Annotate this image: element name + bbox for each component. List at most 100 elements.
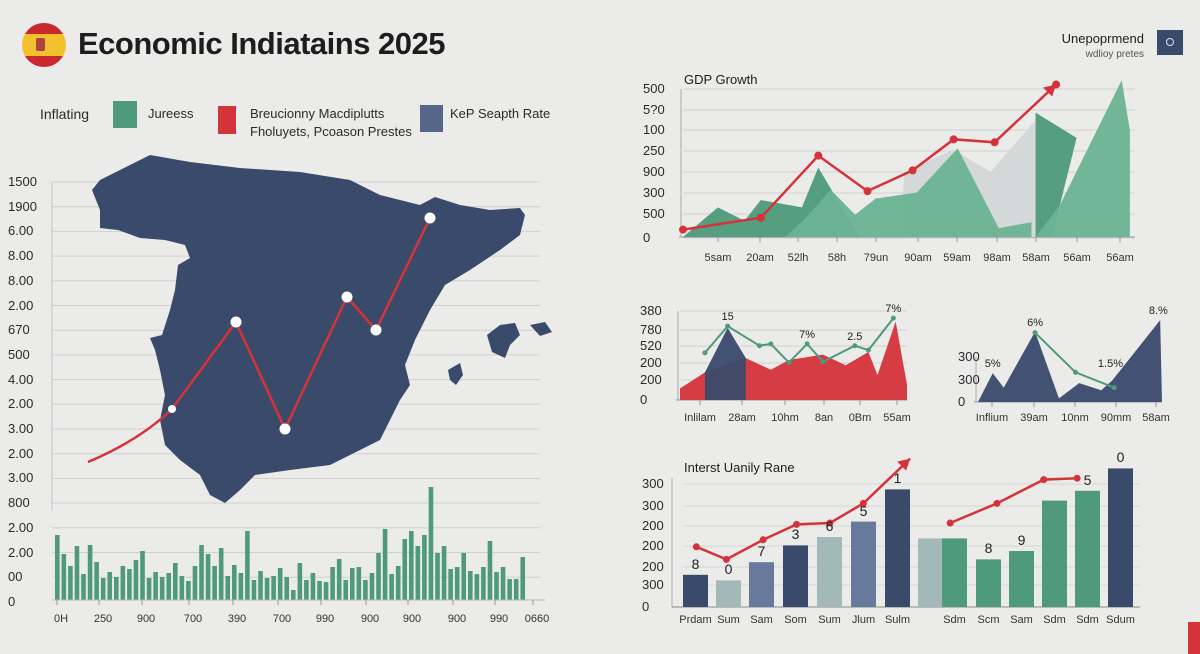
bar xyxy=(127,569,132,600)
bar xyxy=(179,576,185,600)
y-tick-label: 2.00 xyxy=(8,544,34,560)
x-tick-label: Sam xyxy=(1010,614,1033,626)
bar xyxy=(304,580,309,600)
bar xyxy=(232,565,237,600)
area-green xyxy=(1035,112,1077,237)
x-tick-label: 20am xyxy=(746,252,774,264)
bar xyxy=(1108,468,1133,607)
legend-item-kep-rate: KeP Seapth Rate xyxy=(450,106,551,121)
bar xyxy=(468,571,473,600)
y-tick-label: 2.00 xyxy=(8,297,34,313)
bar xyxy=(310,573,316,600)
x-tick-label: 58am xyxy=(1142,412,1170,424)
x-tick-label: Inflium xyxy=(975,412,1009,424)
line-point xyxy=(1032,330,1038,336)
bar xyxy=(441,546,447,600)
bar xyxy=(81,574,86,600)
bar xyxy=(146,578,152,600)
legend-item-red-line1: Breucionny Macdiplutts xyxy=(250,106,385,121)
y-tick-label: 800 xyxy=(8,495,30,511)
y-tick-label: 8.00 xyxy=(8,248,34,264)
line-point xyxy=(949,135,958,144)
line-point xyxy=(759,536,767,544)
y-tick-label: 6.00 xyxy=(8,223,34,239)
x-tick-label: 700 xyxy=(272,613,292,625)
x-tick-label: 10nm xyxy=(1061,412,1089,424)
x-tick-label: 59am xyxy=(943,252,971,264)
y-tick-label: 0 xyxy=(8,593,16,609)
bar xyxy=(369,573,375,600)
interest-chart-title: Interst Uanily Rane xyxy=(684,460,795,475)
y-tick-label: 500 xyxy=(643,81,665,96)
bar xyxy=(851,521,876,607)
x-tick-label: 390 xyxy=(227,613,247,625)
y-tick-label: 380 xyxy=(640,303,662,318)
bar xyxy=(1042,500,1067,607)
bar xyxy=(415,546,421,600)
bar xyxy=(153,572,158,600)
bar xyxy=(317,581,322,600)
data-label: 1.5% xyxy=(1097,358,1124,371)
bar xyxy=(487,541,493,600)
bar xyxy=(225,576,231,600)
x-tick-label: Sam xyxy=(750,614,773,626)
line-point xyxy=(890,315,896,321)
bar xyxy=(1009,551,1034,607)
bar-value-label: 8 xyxy=(691,555,700,572)
bar xyxy=(435,553,440,600)
bar xyxy=(382,529,388,600)
y-tick-label: 300 xyxy=(643,185,665,200)
y-tick-label: 300 xyxy=(642,498,664,513)
y-tick-label: 00 xyxy=(8,569,23,585)
line-point xyxy=(702,350,708,356)
bar xyxy=(100,578,106,600)
unemployment-button[interactable] xyxy=(1157,30,1183,55)
bar xyxy=(120,566,126,600)
line-point xyxy=(993,499,1001,507)
bar xyxy=(343,580,349,600)
bar xyxy=(376,553,381,600)
line-point xyxy=(946,519,954,527)
menorca-island xyxy=(530,322,552,336)
line-point xyxy=(859,499,867,507)
x-tick-label: Sdum xyxy=(1106,614,1135,626)
bar xyxy=(942,538,967,607)
y-tick-label: 2.00 xyxy=(8,396,34,412)
line-point xyxy=(424,212,436,224)
area-navy xyxy=(978,320,1162,402)
bar xyxy=(251,580,257,600)
bar xyxy=(500,567,506,600)
bar xyxy=(448,569,453,600)
x-tick-label: 56am xyxy=(1063,252,1091,264)
spain-flag-icon xyxy=(22,23,66,67)
legend-item-red-line2: Fholuyets, Pcoason Prestes xyxy=(250,124,412,139)
coat-of-arms-icon xyxy=(36,38,45,51)
x-tick-label: 10hm xyxy=(771,412,799,424)
bar-value-label: 0 xyxy=(1116,449,1125,466)
bar xyxy=(1075,490,1100,607)
bar xyxy=(212,566,217,600)
line-point xyxy=(679,225,687,234)
bar xyxy=(395,566,401,600)
y-tick-label: 0 xyxy=(642,599,650,614)
line-point xyxy=(814,151,823,160)
bar xyxy=(271,576,276,600)
y-tick-label: 300 xyxy=(958,349,980,364)
bar xyxy=(817,537,842,607)
line-point xyxy=(756,343,762,349)
series-line xyxy=(682,83,1057,231)
x-tick-label: 28am xyxy=(728,412,756,424)
x-tick-label: 5sam xyxy=(704,252,732,264)
line-point xyxy=(341,291,353,303)
x-tick-label: 58h xyxy=(827,252,847,264)
bar-value-label: 3 xyxy=(791,526,800,543)
y-tick-label: 0 xyxy=(643,230,651,245)
y-tick-label: 0 xyxy=(640,392,648,407)
x-tick-label: Sulm xyxy=(884,614,911,626)
x-tick-label: 56am xyxy=(1106,252,1134,264)
x-tick-label: 700 xyxy=(183,613,203,625)
bar xyxy=(264,578,270,600)
x-tick-label: Sdm xyxy=(1076,614,1099,626)
bar xyxy=(277,568,283,600)
x-tick-label: 900 xyxy=(136,613,156,625)
